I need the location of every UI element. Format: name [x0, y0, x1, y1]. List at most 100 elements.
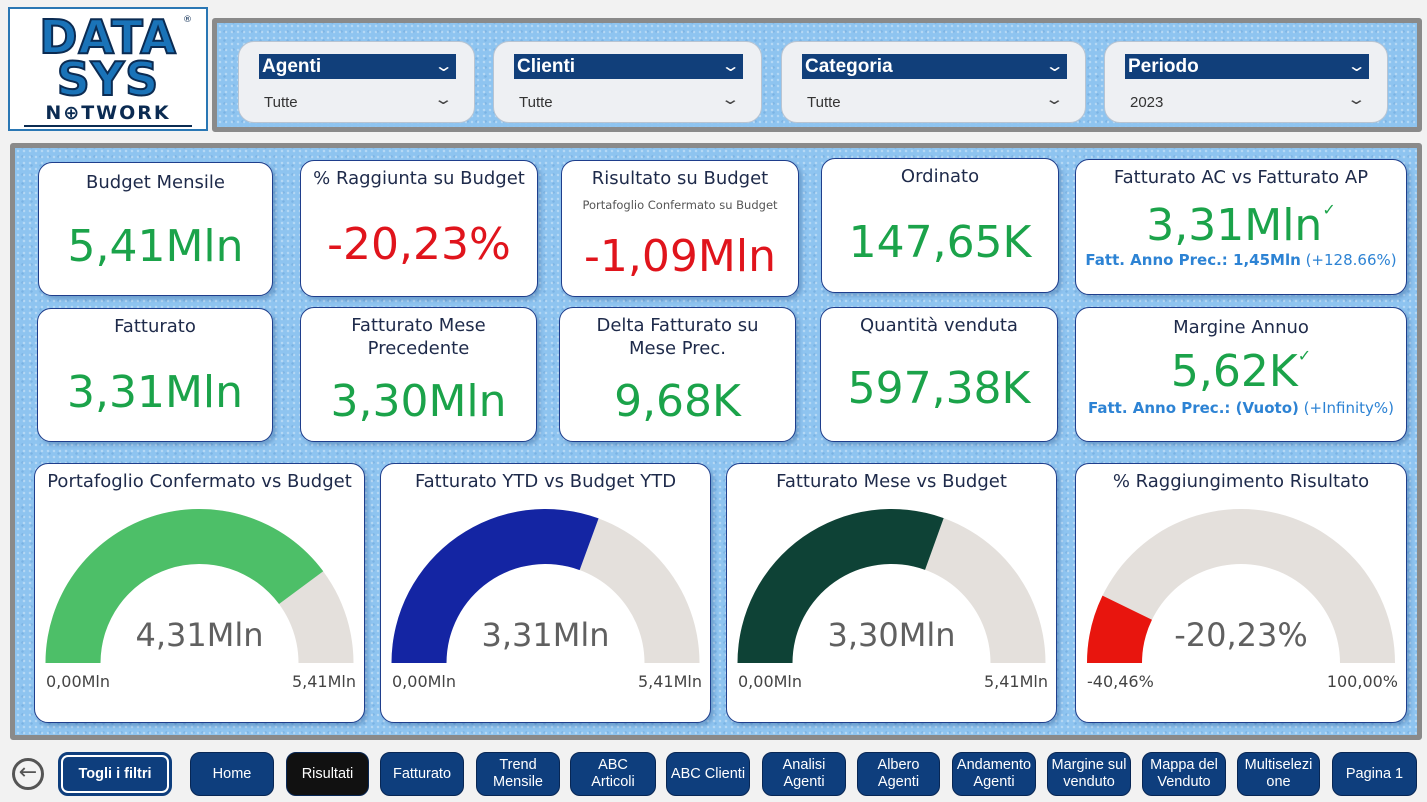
- logo-line3: N⊕TWORK: [24, 103, 192, 127]
- card-title-line1: Delta Fatturato su: [596, 315, 759, 336]
- card-raggiunta-budget[interactable]: % Raggiunta su Budget -20,23%: [300, 160, 538, 297]
- chevron-down-icon[interactable]: ⌄: [433, 58, 454, 75]
- gauge-min: 0,00Mln: [46, 672, 111, 691]
- slicer-categoria-value[interactable]: Tutte: [807, 94, 841, 111]
- card-budget-mensile[interactable]: Budget Mensile 5,41Mln: [38, 162, 273, 296]
- card-title-line1: Fatturato Mese: [351, 315, 486, 336]
- slicer-categoria-label: Categoria: [805, 56, 893, 77]
- card-title: % Raggiunta su Budget: [313, 168, 525, 189]
- logo-registered: ®: [183, 15, 192, 25]
- gauge-fatturato-ytd[interactable]: Fatturato YTD vs Budget YTD 3,31Mln 0,00…: [380, 463, 711, 723]
- gauge-chart: 4,31Mln: [45, 509, 354, 663]
- card-value: 5,62K: [1170, 346, 1298, 397]
- nav-button-trend-mensile[interactable]: Trend Mensile: [476, 752, 560, 796]
- gauge-value: 3,31Mln: [481, 616, 609, 654]
- nav-button-label: ABC Articoli: [591, 757, 635, 790]
- slicer-periodo-value[interactable]: 2023: [1130, 94, 1164, 111]
- card-title-line2: Precedente: [367, 338, 470, 359]
- nav-button-label: Margine sul venduto: [1051, 757, 1127, 790]
- nav-button-label: Albero Agenti: [877, 757, 920, 790]
- nav-button-label: Multiselezi one: [1244, 757, 1313, 790]
- slicer-agenti[interactable]: Agenti ⌄ Tutte ⌄: [238, 41, 475, 123]
- gauge-fill: [1087, 595, 1152, 663]
- card-title: Risultato su Budget: [591, 168, 769, 189]
- gauge-chart: 3,31Mln: [391, 509, 700, 663]
- card-value: -1,09Mln: [584, 231, 776, 282]
- nav-button-mappa-del-venduto[interactable]: Mappa del Venduto: [1142, 752, 1226, 796]
- nav-button-label: ABC Clienti: [670, 765, 746, 782]
- logo-line1: DATA: [38, 10, 177, 64]
- nav-button-multiselezi-one[interactable]: Multiselezi one: [1237, 752, 1320, 796]
- nav-button-label: Andamento Agenti: [956, 757, 1032, 790]
- nav-button-risultati[interactable]: Risultati: [286, 752, 369, 796]
- chevron-down-icon[interactable]: ⌄: [1044, 90, 1065, 108]
- chevron-down-icon[interactable]: ⌄: [720, 90, 741, 108]
- card-title: Fatturato AC vs Fatturato AP: [1113, 167, 1369, 188]
- gauge-fatturato-mese[interactable]: Fatturato Mese vs Budget 3,30Mln 0,00Mln…: [726, 463, 1057, 723]
- card-fatturato[interactable]: Fatturato 3,31Mln: [37, 308, 273, 442]
- slicer-clienti-value[interactable]: Tutte: [519, 94, 553, 111]
- prev-year-pct: (+Infinity%): [1303, 399, 1394, 417]
- back-arrow-icon[interactable]: ←: [12, 758, 44, 790]
- nav-button-pagina-1[interactable]: Pagina 1: [1332, 752, 1417, 796]
- chevron-down-icon[interactable]: ⌄: [720, 58, 741, 75]
- slicer-clienti[interactable]: Clienti ⌄ Tutte ⌄: [493, 41, 762, 123]
- chevron-down-icon[interactable]: ⌄: [433, 90, 454, 108]
- chevron-down-icon[interactable]: ⌄: [1044, 58, 1065, 75]
- gauge-value: 4,31Mln: [135, 616, 263, 654]
- gauge-fill: [737, 509, 944, 663]
- gauge-chart: -20,23%: [1087, 509, 1395, 663]
- chevron-down-icon[interactable]: ⌄: [1346, 90, 1367, 108]
- card-value: 147,65K: [848, 217, 1032, 268]
- nav-button-andamento-agenti[interactable]: Andamento Agenti: [952, 752, 1036, 796]
- card-value: 3,31Mln: [66, 367, 244, 418]
- gauge-title: Fatturato Mese vs Budget: [776, 471, 1007, 492]
- gauge-portafoglio-budget[interactable]: Portafoglio Confermato vs Budget 4,31Mln…: [34, 463, 365, 723]
- nav-button-label: Fatturato: [392, 765, 452, 782]
- gauge-max: 5,41Mln: [637, 672, 702, 691]
- slicer-categoria[interactable]: Categoria ⌄ Tutte ⌄: [781, 41, 1086, 123]
- slicer-agenti-value[interactable]: Tutte: [264, 94, 298, 111]
- datasys-logo: DATA SYS N⊕TWORK ®: [8, 7, 208, 131]
- slicer-periodo-label: Periodo: [1128, 56, 1199, 77]
- nav-button-home[interactable]: Home: [190, 752, 274, 796]
- gauge-max: 5,41Mln: [983, 672, 1048, 691]
- nav-button-abc-articoli[interactable]: ABC Articoli: [570, 752, 656, 796]
- card-quantita-venduta[interactable]: Quantità venduta 597,38K: [820, 307, 1058, 442]
- gauge-max: 5,41Mln: [291, 672, 356, 691]
- slicer-clienti-label: Clienti: [517, 56, 576, 77]
- gauge-title: Fatturato YTD vs Budget YTD: [414, 471, 677, 492]
- chevron-down-icon[interactable]: ⌄: [1346, 58, 1367, 75]
- gauge-raggiungimento[interactable]: % Raggiungimento Risultato -20,23% -40,4…: [1075, 463, 1407, 723]
- card-title: Fatturato: [114, 316, 196, 337]
- nav-button-albero-agenti[interactable]: Albero Agenti: [857, 752, 940, 796]
- gauge-max: 100,00%: [1326, 672, 1398, 691]
- card-fatturato-ac-ap[interactable]: Fatturato AC vs Fatturato AP 3,31Mln✓ Fa…: [1075, 159, 1407, 295]
- card-margine-annuo[interactable]: Margine Annuo 5,62K✓ Fatt. Anno Prec.: (…: [1075, 307, 1407, 442]
- card-value: 9,68K: [614, 376, 741, 427]
- nav-button-label: Risultati: [301, 765, 354, 782]
- card-title: Ordinato: [900, 166, 980, 187]
- gauge-title: % Raggiungimento Risultato: [1112, 471, 1370, 492]
- nav-button-fatturato[interactable]: Fatturato: [380, 752, 464, 796]
- nav-button-label: Pagina 1: [1345, 765, 1404, 782]
- nav-button-analisi-agenti[interactable]: Analisi Agenti: [762, 752, 846, 796]
- nav-button-margine-sul-venduto[interactable]: Margine sul venduto: [1047, 752, 1131, 796]
- card-fatturato-mese-prec[interactable]: Fatturato Mese Precedente 3,30Mln: [300, 307, 537, 442]
- card-value: -20,23%: [327, 219, 511, 270]
- card-subtitle: Portafoglio Confermato su Budget: [582, 198, 778, 212]
- gauge-value: -20,23%: [1174, 616, 1308, 654]
- gauge-min: 0,00Mln: [738, 672, 803, 691]
- card-delta-fatturato[interactable]: Delta Fatturato su Mese Prec. 9,68K: [559, 307, 796, 442]
- card-risultato-budget[interactable]: Risultato su Budget Portafoglio Conferma…: [561, 160, 799, 297]
- card-value: 597,38K: [847, 363, 1031, 414]
- card-ordinato[interactable]: Ordinato 147,65K: [821, 158, 1059, 293]
- slicer-periodo[interactable]: Periodo ⌄ 2023 ⌄: [1104, 41, 1388, 123]
- clear-filters-button[interactable]: Togli i filtri: [58, 752, 172, 796]
- gauge-fill: [391, 509, 599, 663]
- nav-button-abc-clienti[interactable]: ABC Clienti: [666, 752, 750, 796]
- gauge-min: 0,00Mln: [392, 672, 457, 691]
- gauge-fill: [45, 509, 324, 663]
- slicer-agenti-label: Agenti: [262, 56, 322, 77]
- logo-line2: SYS: [56, 52, 160, 106]
